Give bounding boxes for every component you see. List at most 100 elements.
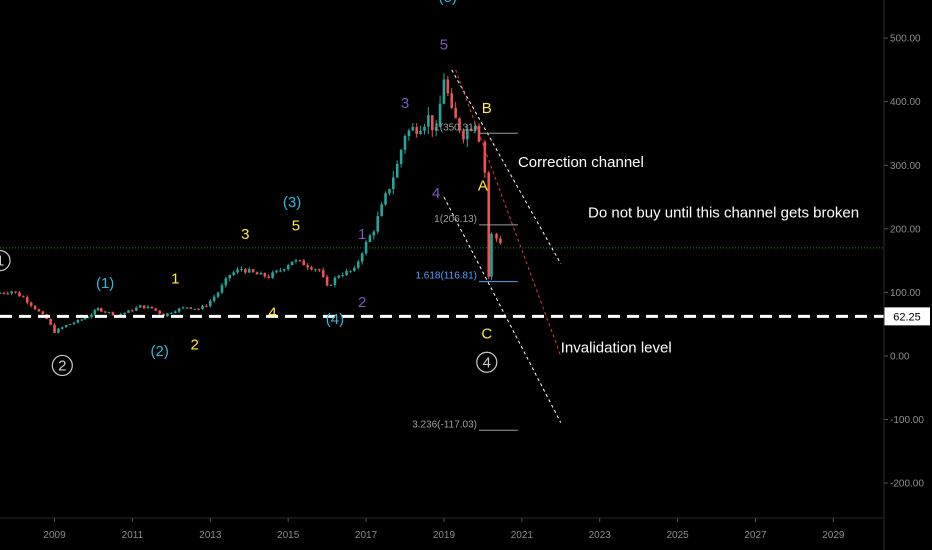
candle-body (181, 307, 185, 309)
wave-label: 4 (268, 305, 276, 322)
candle-body (170, 312, 173, 314)
candle-body (286, 265, 290, 270)
candle-body (349, 270, 352, 272)
channel-line-0[interactable] (451, 69, 562, 265)
wave-label: (5) (439, 0, 457, 6)
candle-body (360, 253, 364, 262)
candle-body (364, 242, 368, 254)
candle-body (86, 317, 90, 319)
invalidation-price-label: 62.25 (893, 311, 921, 323)
candle-body (255, 272, 259, 275)
candle-body (442, 79, 446, 104)
candle-body (193, 308, 197, 310)
x-tick-label: 2013 (199, 530, 222, 541)
candle-body (127, 310, 130, 313)
candle-body (131, 310, 134, 312)
candle-body (123, 312, 126, 315)
candle-body (33, 305, 37, 310)
wave-label: B (482, 100, 492, 117)
wave-label: (2) (150, 343, 168, 360)
candle-body (306, 265, 309, 268)
x-tick-label: 2009 (43, 530, 66, 541)
candle-body (427, 115, 430, 127)
candle-body (93, 310, 97, 315)
candle-body (111, 312, 115, 316)
x-tick-label: 2029 (822, 530, 845, 541)
invalidation-price-tag (884, 307, 930, 326)
candle-body (271, 272, 274, 278)
candle-body (337, 275, 341, 278)
candle-body (423, 126, 426, 131)
y-tick-label: 100.00 (890, 288, 921, 299)
candle-body (83, 318, 87, 320)
fib-level-label: 1(206.13) (434, 214, 477, 225)
candle-body (25, 297, 29, 303)
candle-body (240, 269, 243, 271)
x-tick-label: 2023 (589, 530, 612, 541)
candle-body (399, 149, 403, 164)
candle-body (103, 311, 107, 313)
channel-line-1[interactable] (443, 196, 562, 423)
candle-body (80, 319, 84, 321)
candle-body (290, 261, 294, 266)
candle-body (353, 267, 356, 271)
candle-body (201, 305, 204, 310)
wave-label: (1) (96, 275, 114, 292)
candle-body (64, 325, 68, 328)
annotation-text: Correction channel (518, 154, 644, 171)
candle-body (158, 310, 161, 314)
candle-body (434, 126, 438, 131)
candle-body (275, 270, 278, 273)
candle-body (216, 292, 220, 297)
candle-body (356, 261, 360, 268)
wave-circle (476, 351, 498, 373)
candle-body (232, 272, 235, 275)
x-tick-label: 2017 (355, 530, 378, 541)
candle-body (407, 130, 411, 137)
drawing-overlays: 1(350.31) 1(206.13) 1.618(116.81) 3.236(-11… (0, 69, 930, 431)
candle-body (236, 269, 239, 273)
candle-body (138, 305, 142, 308)
wave-circle (0, 249, 11, 272)
candle-body (208, 300, 212, 307)
candle-body (189, 307, 193, 309)
candle-body (61, 327, 64, 329)
candle-body (458, 118, 461, 131)
candle-body (53, 324, 56, 333)
candle-body (446, 79, 450, 94)
candle-body (197, 308, 200, 310)
candle-body (72, 322, 76, 325)
candle-body (495, 233, 498, 239)
wave-label: 5 (292, 218, 300, 235)
candle-body (430, 115, 434, 131)
candle-body (411, 127, 415, 131)
wave-label: 1 (0, 253, 4, 270)
candle-body (49, 318, 52, 325)
candle-body (372, 231, 376, 236)
fib-level-label: 3.236(-117.03) (412, 419, 477, 430)
wave-label: 5 (440, 36, 448, 53)
candlestick-series (0, 73, 502, 334)
y-tick-label: 400.00 (890, 97, 921, 108)
candle-body (173, 311, 177, 313)
candle-body (415, 127, 418, 134)
candle-body (99, 308, 103, 312)
candle-body (282, 269, 286, 271)
candle-body (37, 309, 41, 312)
candle-body (177, 308, 181, 312)
candle-body (142, 305, 146, 309)
wave-circle (51, 354, 73, 377)
channel-line-2[interactable] (455, 69, 562, 357)
candle-body (166, 313, 169, 317)
candle-body (90, 314, 93, 318)
candle-body (376, 216, 380, 232)
wave-label: 1 (358, 226, 366, 243)
wave-label: 4 (432, 185, 440, 202)
candle-body (384, 193, 387, 205)
candle-body (185, 307, 189, 309)
candle-body (438, 103, 442, 127)
candle-body (259, 272, 263, 275)
candle-body (395, 163, 399, 178)
